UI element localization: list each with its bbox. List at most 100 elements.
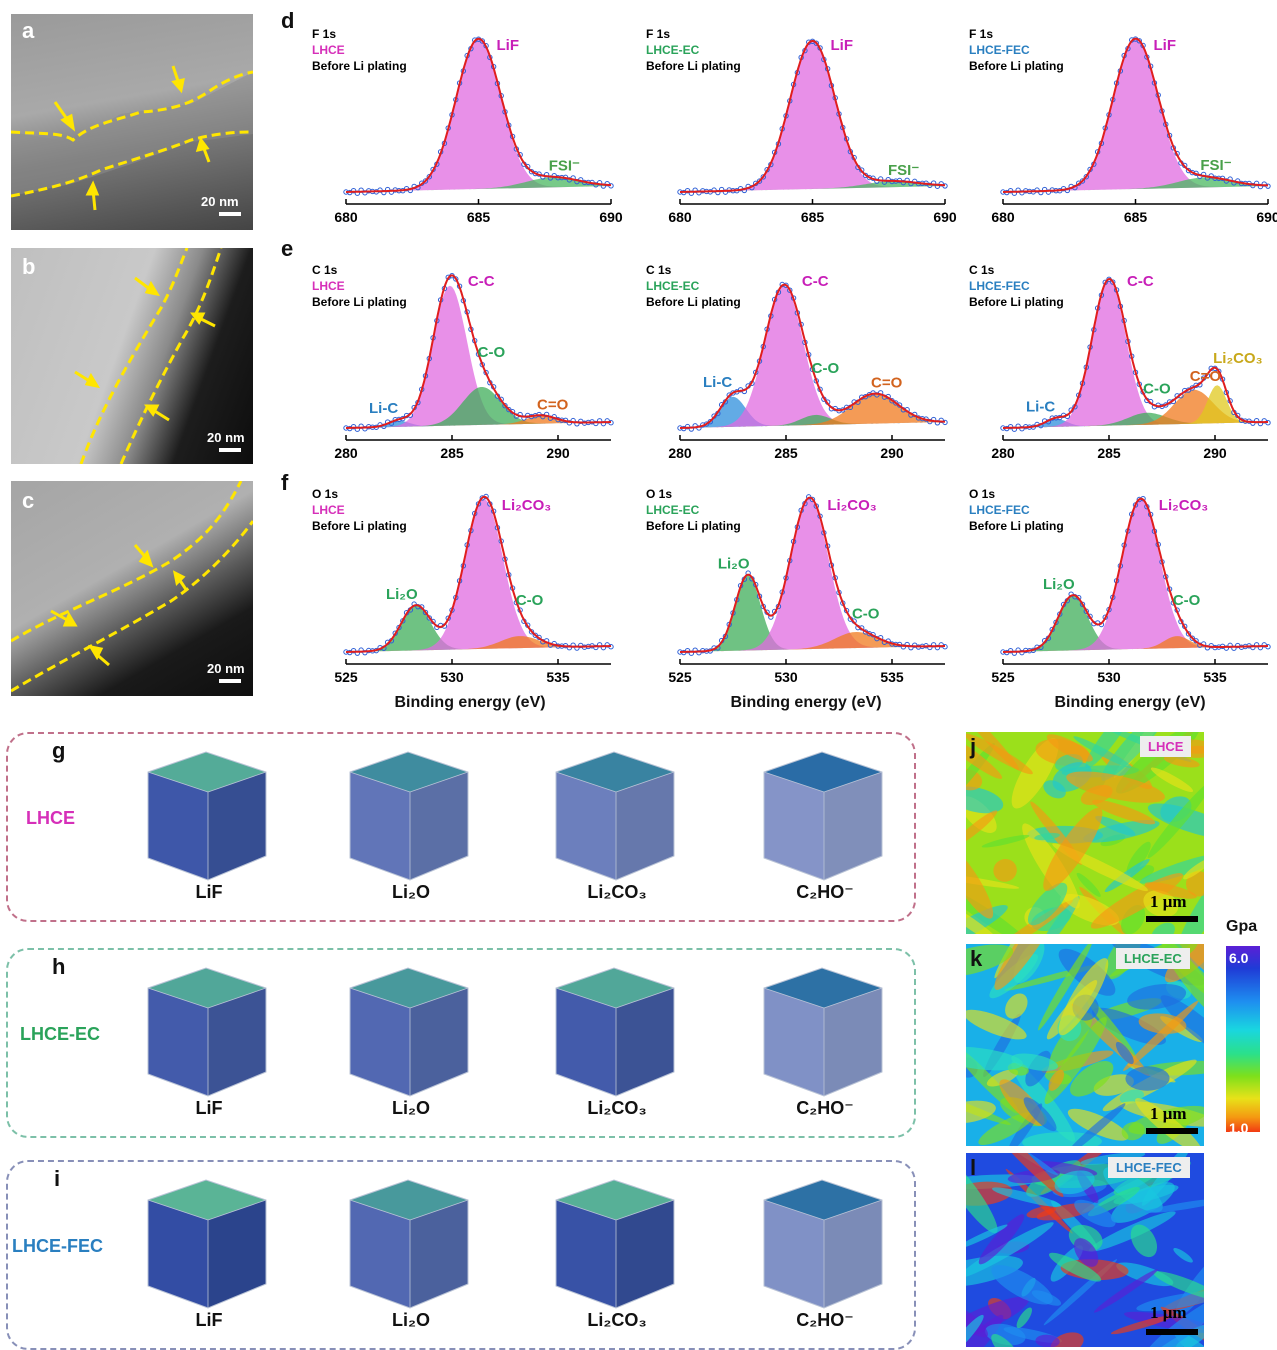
xps-component-1 [346, 499, 611, 652]
afm-electrolyte-tag: LHCE [1140, 736, 1192, 757]
xps-peak-label: C-O [478, 344, 506, 361]
xps-component-2 [680, 414, 945, 428]
xps-tick-label: 525 [668, 669, 692, 685]
tem-scale-label-c: 20 nm [207, 661, 245, 676]
xps-peak-label: FSI⁻ [549, 158, 580, 175]
xps-component-3 [346, 415, 611, 428]
tof-species-label: Li₂O [392, 882, 430, 902]
xps-core-label: O 1s [969, 487, 995, 501]
afm-scalebar [1146, 1329, 1198, 1335]
tof-species-label: Li₂CO₃ [587, 882, 647, 902]
tem-image-c: 20 nm [11, 481, 253, 696]
xps-plot-e-3: 280 285 290 C 1s LHCE-FEC Before Li plating Li… [963, 250, 1277, 475]
xps-electrolyte-label: LHCE-FEC [969, 503, 1030, 517]
xps-peak-label: C-O [852, 605, 880, 622]
xps-component-1 [1003, 499, 1268, 652]
xps-component-0 [680, 41, 945, 192]
modulus-colorbar [1226, 946, 1260, 1132]
xps-fit-envelope [680, 496, 945, 653]
xps-component-1 [1003, 177, 1268, 192]
xps-core-label: F 1s [969, 27, 993, 41]
tem-image-b: 20 nm [11, 248, 253, 464]
xps-electrolyte-label: LHCE-FEC [969, 279, 1030, 293]
xps-fit-envelope [680, 39, 946, 193]
xps-condition-label: Before Li plating [312, 59, 407, 73]
tof-row-label: LHCE [26, 808, 75, 828]
xps-tick-label: 535 [880, 669, 904, 685]
xps-component-2 [346, 387, 611, 428]
panel-label-k: k [970, 946, 983, 971]
xps-xlabel-3: Binding energy (eV) [1054, 694, 1206, 711]
panel-label-i: i [54, 1166, 61, 1191]
xps-plot-d-3: 680 685 690 F 1s LHCE-FEC Before Li plating Li… [963, 14, 1277, 239]
xps-core-label: O 1s [312, 487, 338, 501]
xps-core-label: O 1s [646, 487, 672, 501]
xps-plot-f-3: 525 530 535 O 1s LHCE-FEC Before Li plating Li… [963, 474, 1277, 699]
xps-tick-label: 530 [774, 669, 798, 685]
tem-scalebar-b [219, 448, 241, 452]
xps-peak-label: Li₂O [718, 556, 750, 573]
tof-species-label: Li₂O [392, 1310, 430, 1330]
tof-species-label: LiF [195, 1098, 223, 1118]
xps-peak-label: C-O [1143, 380, 1171, 397]
xps-electrolyte-label: LHCE-EC [646, 503, 700, 517]
xps-peak-label: LiF [1154, 37, 1177, 54]
tem-scalebar-c [219, 679, 241, 683]
xps-peak-label: Li₂CO₃ [827, 497, 876, 514]
tof-species-label: C₂HO⁻ [796, 1098, 854, 1118]
xps-condition-label: Before Li plating [969, 519, 1064, 533]
xps-peak-label: C=O [1190, 368, 1222, 385]
xps-electrolyte-label: LHCE-FEC [969, 43, 1030, 57]
tof-cube-h-3 [548, 960, 678, 1100]
tem-scale-label-b: 20 nm [207, 430, 245, 445]
xps-tick-label: 280 [991, 445, 1015, 461]
panel-label-c: c [22, 488, 35, 513]
xps-tick-label: 525 [334, 669, 358, 685]
xps-condition-label: Before Li plating [969, 59, 1064, 73]
xps-electrolyte-label: LHCE [312, 503, 345, 517]
tof-species-label: LiF [195, 1310, 223, 1330]
panel-label-l: l [970, 1155, 977, 1180]
xps-tick-label: 280 [334, 445, 358, 461]
xps-component-1 [346, 177, 611, 192]
afm-electrolyte-tag: LHCE-EC [1116, 948, 1190, 969]
afm-scalebar [1146, 916, 1198, 922]
xps-tick-label: 525 [991, 669, 1015, 685]
colorbar-min: 1.0 [1229, 1120, 1249, 1136]
tof-cube-h-2 [342, 960, 472, 1100]
panel-label-j: j [970, 734, 977, 759]
tem-scale-label-a: 20 nm [201, 194, 239, 209]
afm-electrolyte-tag: LHCE-FEC [1108, 1157, 1190, 1178]
afm-scalebar [1146, 1128, 1198, 1134]
xps-plot-f-2: 525 530 535 O 1s LHCE-EC Before Li plating Li₂… [640, 474, 965, 699]
tem-boundary-b [74, 248, 223, 464]
tof-cube-i-3 [548, 1172, 678, 1312]
xps-tick-label: 690 [599, 209, 623, 225]
xps-plot-e-1: 280 285 290 C 1s LHCE Before Li plating Li-C C-… [306, 250, 631, 475]
xps-fit-envelope [1003, 37, 1268, 193]
xps-tick-label: 285 [774, 445, 798, 461]
xps-component-1 [680, 285, 945, 428]
xps-plot-d-2: 680 685 690 F 1s LHCE-EC Before Li plating LiF… [640, 14, 965, 239]
xps-component-1 [680, 499, 945, 652]
xps-condition-label: Before Li plating [646, 519, 741, 533]
xps-component-2 [680, 632, 945, 652]
afm-scale-label: 1 μm [1150, 1104, 1187, 1123]
panel-label-e: e [281, 236, 294, 261]
xps-tick-label: 680 [991, 209, 1015, 225]
xps-component-3 [680, 393, 945, 428]
xps-tick-label: 685 [1124, 209, 1148, 225]
xps-condition-label: Before Li plating [969, 295, 1064, 309]
xps-peak-label: C=O [871, 375, 903, 392]
panel-label-b: b [22, 254, 36, 279]
xps-peak-label: C-O [516, 592, 544, 609]
xps-peak-label: C-O [812, 360, 840, 377]
xps-peak-label: C-C [802, 273, 829, 290]
xps-core-label: C 1s [646, 263, 672, 277]
panel-label-g: g [52, 738, 66, 763]
xps-core-label: C 1s [312, 263, 338, 277]
panel-label-f: f [281, 470, 289, 495]
tof-species-label: Li₂CO₃ [587, 1310, 647, 1330]
xps-component-1 [1003, 280, 1268, 428]
xps-xlabel-1: Binding energy (eV) [394, 694, 546, 711]
